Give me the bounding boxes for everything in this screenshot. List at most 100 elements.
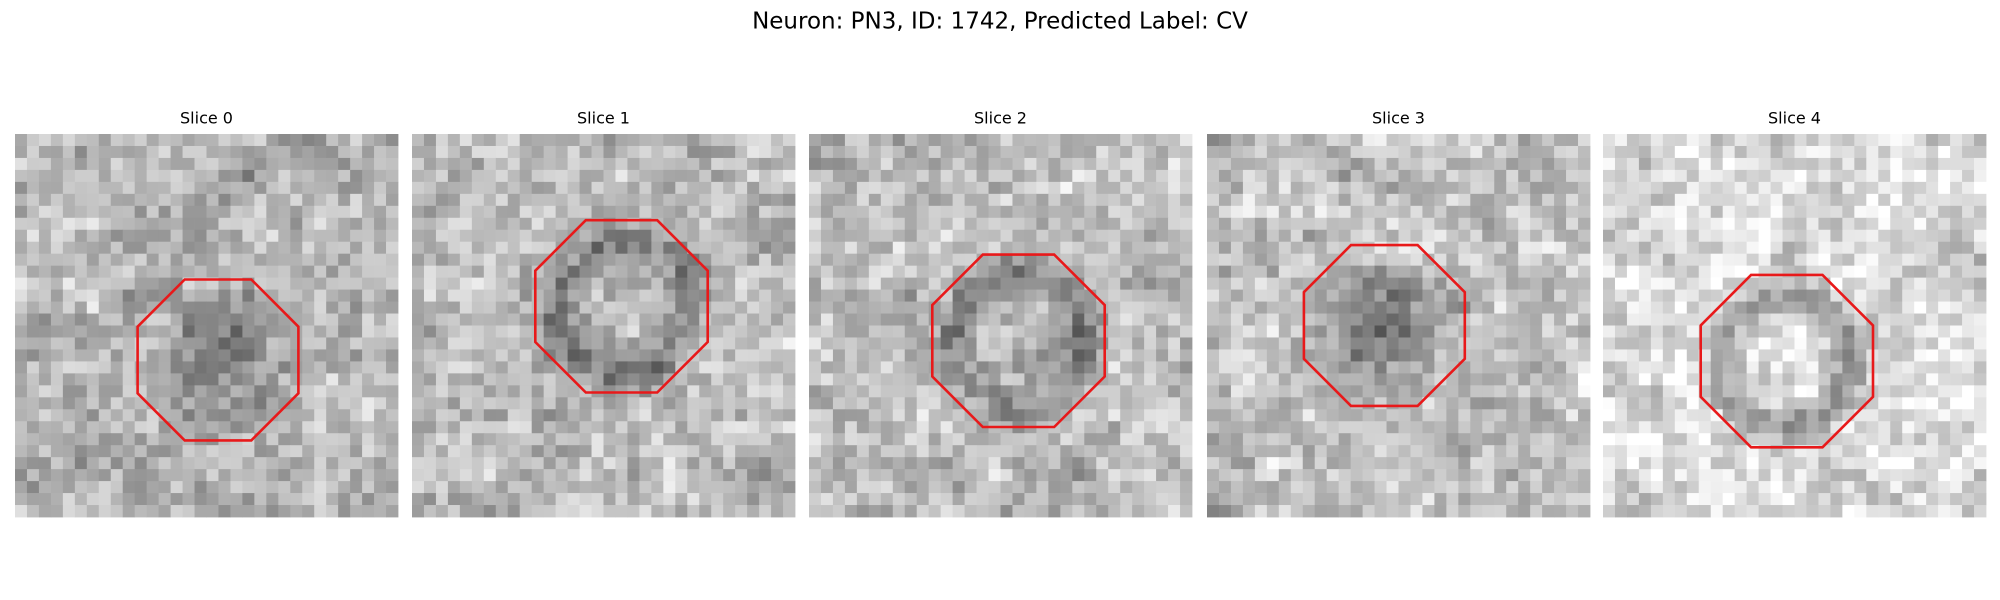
pixel bbox=[495, 433, 509, 446]
pixel bbox=[146, 253, 160, 267]
pixel bbox=[615, 409, 628, 422]
pixel bbox=[266, 409, 279, 422]
pixel bbox=[809, 241, 822, 255]
pixel bbox=[567, 229, 580, 243]
pixel bbox=[302, 385, 315, 398]
pixel bbox=[338, 409, 351, 422]
pixel bbox=[976, 313, 989, 326]
pixel bbox=[1374, 229, 1387, 243]
pixel bbox=[832, 445, 846, 458]
pixel bbox=[856, 469, 870, 482]
pixel bbox=[1566, 481, 1579, 494]
pixel bbox=[1207, 265, 1220, 279]
pixel bbox=[507, 277, 521, 290]
pixel bbox=[579, 145, 592, 159]
pixel bbox=[1854, 277, 1867, 290]
pixel bbox=[1842, 181, 1855, 195]
pixel bbox=[1842, 145, 1855, 159]
pixel bbox=[711, 397, 724, 410]
pixel bbox=[495, 193, 509, 207]
pixel bbox=[1254, 277, 1268, 290]
pixel bbox=[916, 253, 930, 267]
pixel bbox=[591, 421, 604, 434]
pixel bbox=[1060, 145, 1073, 159]
pixel bbox=[1806, 385, 1819, 398]
pixel bbox=[952, 241, 965, 255]
pixel bbox=[1770, 169, 1783, 183]
pixel bbox=[1048, 493, 1061, 506]
pixel bbox=[952, 469, 965, 482]
pixel bbox=[519, 397, 533, 410]
pixel bbox=[1266, 277, 1280, 290]
pixel bbox=[1242, 169, 1256, 183]
pixel bbox=[1458, 397, 1471, 410]
pixel bbox=[1650, 313, 1664, 326]
pixel bbox=[1578, 409, 1591, 422]
pixel bbox=[531, 181, 545, 195]
pixel bbox=[1302, 481, 1316, 494]
pixel bbox=[386, 289, 399, 302]
pixel bbox=[471, 277, 485, 290]
pixel bbox=[98, 505, 112, 518]
pixel bbox=[1290, 421, 1304, 434]
pixel bbox=[615, 373, 628, 386]
pixel bbox=[783, 181, 796, 195]
pixel bbox=[110, 433, 124, 446]
pixel bbox=[1386, 349, 1399, 362]
pixel bbox=[639, 229, 652, 243]
pixel bbox=[591, 277, 604, 290]
pixel bbox=[62, 193, 76, 207]
pixel bbox=[38, 169, 52, 183]
pixel bbox=[1494, 433, 1507, 446]
pixel bbox=[904, 265, 918, 279]
pixel bbox=[1674, 193, 1688, 207]
pixel bbox=[988, 134, 1001, 147]
pixel bbox=[1242, 193, 1256, 207]
pixel bbox=[1278, 349, 1292, 362]
pixel bbox=[615, 421, 628, 434]
pixel bbox=[1518, 253, 1531, 267]
pixel bbox=[1012, 433, 1025, 446]
pixel bbox=[519, 253, 533, 267]
pixel bbox=[1326, 157, 1340, 171]
pixel bbox=[110, 134, 124, 147]
pixel bbox=[483, 145, 497, 159]
pixel bbox=[627, 277, 640, 290]
pixel bbox=[38, 349, 52, 362]
pixel bbox=[447, 301, 461, 314]
pixel bbox=[38, 157, 52, 171]
pixel bbox=[1144, 134, 1157, 147]
pixel bbox=[663, 349, 676, 362]
pixel bbox=[471, 445, 485, 458]
pixel bbox=[1518, 457, 1531, 470]
pixel bbox=[651, 289, 664, 302]
pixel bbox=[182, 445, 195, 458]
pixel bbox=[1506, 457, 1519, 470]
pixel bbox=[832, 493, 846, 506]
pixel bbox=[471, 181, 485, 195]
pixel bbox=[603, 409, 616, 422]
pixel bbox=[1614, 265, 1628, 279]
pixel bbox=[74, 217, 88, 231]
pixel bbox=[26, 457, 40, 470]
pixel bbox=[266, 169, 279, 183]
pixel bbox=[1926, 289, 1939, 302]
pixel bbox=[1542, 421, 1555, 434]
pixel bbox=[1518, 145, 1531, 159]
pixel bbox=[302, 337, 315, 350]
pixel bbox=[928, 134, 942, 147]
pixel bbox=[1434, 241, 1447, 255]
pixel bbox=[964, 361, 977, 374]
pixel bbox=[1060, 134, 1073, 147]
pixel bbox=[687, 373, 700, 386]
pixel bbox=[1746, 433, 1759, 446]
pixel bbox=[206, 385, 219, 398]
pixel bbox=[1854, 157, 1867, 171]
pixel bbox=[916, 229, 930, 243]
pixel bbox=[1410, 421, 1423, 434]
pixel bbox=[218, 289, 231, 302]
pixel bbox=[627, 397, 640, 410]
pixel bbox=[663, 289, 676, 302]
pixel bbox=[1218, 409, 1232, 422]
pixel bbox=[1000, 457, 1013, 470]
